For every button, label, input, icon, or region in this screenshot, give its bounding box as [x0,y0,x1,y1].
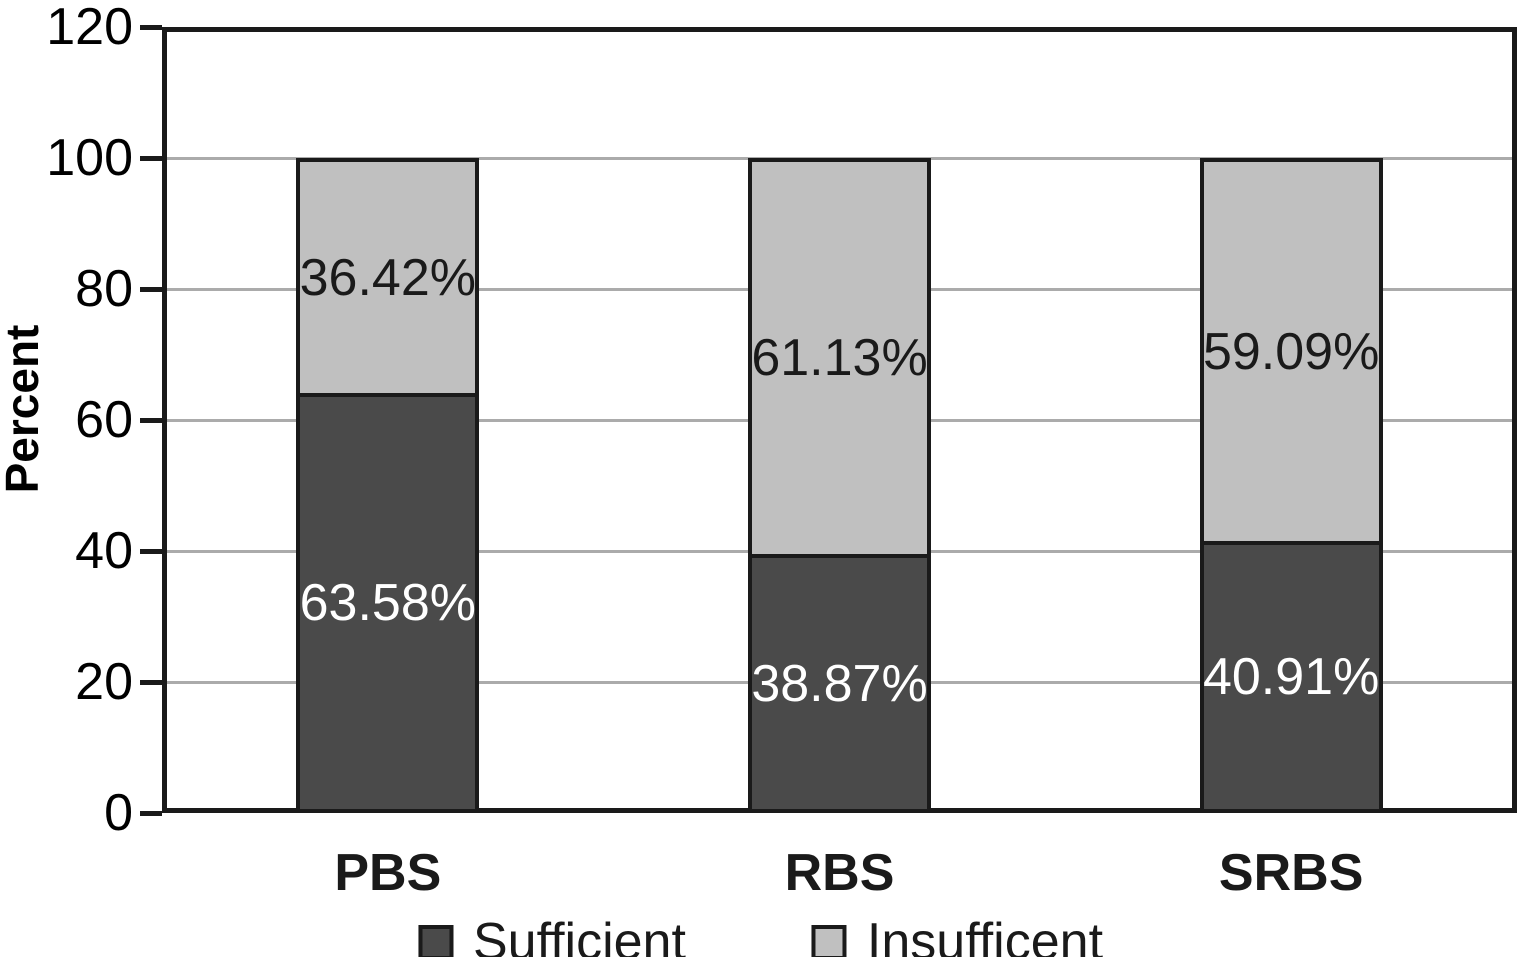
legend: Sufficient Insufficent [417,912,1104,957]
bar-segment-insufficent: 59.09% [1202,162,1380,545]
y-tick-mark-60 [140,417,162,423]
bar-segment-label: 63.58% [299,574,477,632]
legend-label-sufficient: Sufficient [472,913,686,957]
y-tick-label-120: 120 [46,0,133,56]
bar-segment-label: 38.87% [751,654,928,713]
y-tick-mark-20 [140,679,162,685]
legend-swatch-sufficient [417,924,453,957]
category-label-pbs: PBS [334,844,442,902]
bar-segment-insufficent: 36.42% [299,162,477,397]
legend-label-insufficent: Insufficent [866,913,1104,957]
bar-srbs: 59.09% 40.91% [1199,158,1383,813]
y-tick-mark-120 [140,24,162,30]
legend-swatch-insufficent [811,924,847,957]
category-label-rbs: RBS [784,844,895,902]
bar-segment-label: 40.91% [1202,648,1380,706]
bar-segment-insufficent: 61.13% [751,162,928,558]
y-tick-mark-0 [140,810,162,816]
bar-segment-sufficient: 38.87% [751,558,928,809]
y-tick-label-100: 100 [46,129,133,187]
y-tick-mark-40 [140,548,162,554]
bar-rbs: 61.13% 38.87% [748,158,931,813]
bar-segment-label: 61.13% [751,329,928,387]
category-label-srbs: SRBS [1218,844,1364,902]
bar-segment-label: 36.42% [299,248,477,307]
y-tick-label-80: 80 [75,260,133,318]
y-tick-label-0: 0 [104,784,133,842]
legend-item-sufficient: Sufficient [417,912,686,957]
y-tick-label-40: 40 [75,522,133,580]
bar-pbs: 36.42% 63.58% [296,158,480,813]
legend-item-insufficent: Insufficent [811,912,1104,957]
y-tick-mark-100 [140,155,162,161]
y-tick-label-20: 20 [75,653,133,711]
bar-segment-label: 59.09% [1202,322,1380,381]
y-tick-label-60: 60 [75,391,133,449]
y-tick-mark-80 [140,286,162,292]
bar-segment-sufficient: 63.58% [299,397,477,809]
bar-segment-sufficient: 40.91% [1202,545,1380,809]
